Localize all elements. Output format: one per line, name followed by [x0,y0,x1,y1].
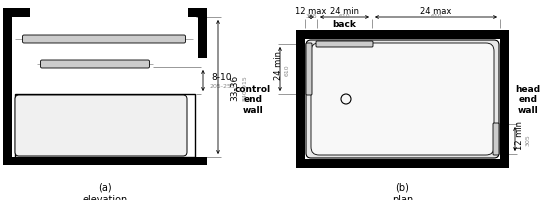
FancyBboxPatch shape [22,36,186,44]
Bar [188,9,207,18]
Text: 610: 610 [339,14,351,19]
Bar [296,31,305,168]
Text: 610: 610 [284,64,289,75]
Text: 205-255: 205-255 [209,84,235,89]
Bar [305,31,509,40]
FancyBboxPatch shape [306,41,499,158]
Bar [305,159,509,168]
Text: control
end
wall: control end wall [235,85,271,114]
Text: (a)
elevation: (a) elevation [82,182,128,200]
Text: 12 min: 12 min [514,121,524,150]
Text: 840-915: 840-915 [242,75,247,100]
Text: 24 min: 24 min [330,7,359,16]
Text: 33-36: 33-36 [230,75,240,101]
Bar [15,95,195,157]
FancyBboxPatch shape [311,44,494,155]
FancyBboxPatch shape [15,96,187,156]
Bar [3,9,12,165]
FancyBboxPatch shape [493,123,499,155]
Bar [500,31,509,168]
FancyBboxPatch shape [316,42,373,48]
Text: 24 max: 24 max [420,7,452,16]
Bar [305,40,500,159]
Text: back
wall: back wall [333,20,357,40]
Bar [198,9,207,59]
Text: 8-10: 8-10 [212,73,232,82]
Text: (b)
plan: (b) plan [392,182,413,200]
FancyBboxPatch shape [306,44,312,96]
Text: 24 min: 24 min [274,51,282,80]
Text: head
end
wall: head end wall [515,85,541,114]
Text: 12 max: 12 max [295,7,327,16]
Text: 610: 610 [430,14,442,19]
FancyBboxPatch shape [40,61,150,69]
Bar [3,9,30,18]
Text: 305: 305 [525,133,531,145]
Bar [3,157,207,165]
Text: 305: 305 [305,14,317,19]
